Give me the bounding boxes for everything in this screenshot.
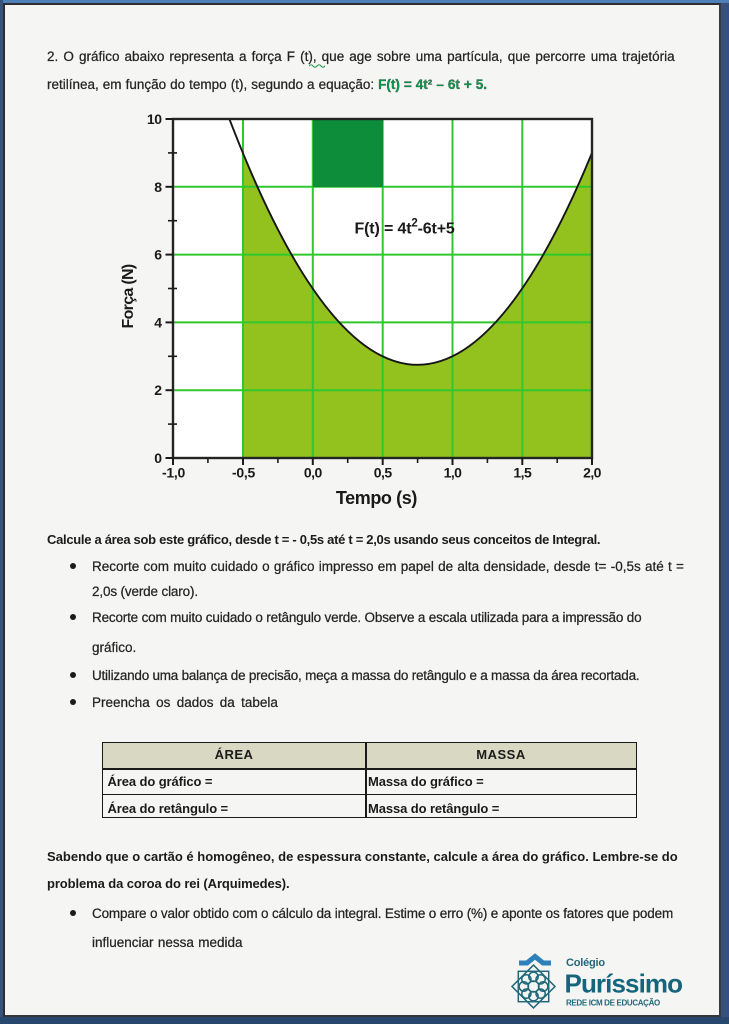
svg-text:Puríssimo: Puríssimo (565, 969, 683, 999)
svg-text:8: 8 (154, 179, 162, 195)
svg-text:1,0: 1,0 (444, 465, 463, 481)
svg-text:-1,0: -1,0 (162, 465, 186, 481)
svg-text:2: 2 (154, 382, 162, 398)
svg-text:0,5: 0,5 (374, 465, 393, 481)
svg-text:-0,5: -0,5 (232, 465, 256, 481)
svg-text:4: 4 (154, 314, 162, 330)
svg-text:REDE ICM DE EDUCAÇÃO: REDE ICM DE EDUCAÇÃO (566, 999, 660, 1008)
svg-text:0,0: 0,0 (304, 465, 323, 481)
svg-text:2,0: 2,0 (583, 465, 602, 481)
svg-text:0: 0 (154, 450, 162, 466)
svg-text:1,5: 1,5 (513, 465, 532, 481)
svg-text:Colégio: Colégio (566, 957, 605, 969)
svg-text:F(t) = 4t2-6t+5: F(t) = 4t2-6t+5 (355, 218, 455, 238)
svg-text:10: 10 (147, 111, 162, 127)
svg-text:6: 6 (154, 247, 162, 263)
svg-text:Força (N): Força (N) (120, 264, 137, 328)
svg-text:Tempo (s): Tempo (s) (336, 488, 417, 508)
